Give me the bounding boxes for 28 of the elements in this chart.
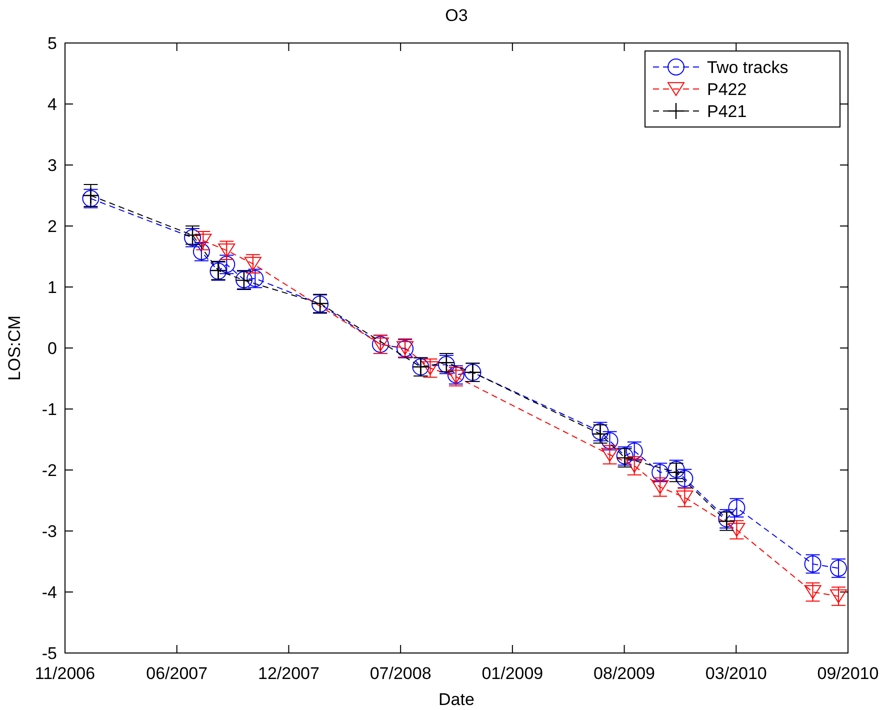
x-tick-label: 12/2007 [258,664,320,683]
y-tick-label: 1 [48,278,57,297]
x-tick-label: 01/2009 [482,664,544,683]
y-tick-label: 3 [48,156,57,175]
y-tick-label: -1 [42,400,57,419]
point [82,186,100,204]
x-tick-label: 08/2009 [594,664,656,683]
legend-label: P421 [707,102,747,121]
x-tick-label: 11/2006 [34,664,96,683]
y-tick-label: 0 [48,338,57,358]
chart-title: O3 [445,6,468,25]
y-tick-label: -5 [42,644,57,663]
legend-label: Two tracks [707,58,788,77]
y-tick-label: 4 [48,94,57,114]
y-tick-label: -4 [42,582,57,602]
legend-label: P422 [707,80,747,99]
y-tick-label: 5 [48,34,57,53]
x-axis-title: Date [438,690,474,709]
x-tick-label: 03/2010 [705,664,767,683]
y-tick-label: -2 [42,460,57,480]
x-tick-label: 07/2008 [370,664,432,683]
point [668,462,685,482]
y-axis-title: LOS:CM [5,315,24,381]
x-tick-label: 06/2007 [146,664,208,683]
x-tick-label: 09/2010 [817,664,879,683]
point [676,488,694,508]
y-tick-label: 2 [48,216,57,236]
y-tick-label: -3 [42,522,57,541]
